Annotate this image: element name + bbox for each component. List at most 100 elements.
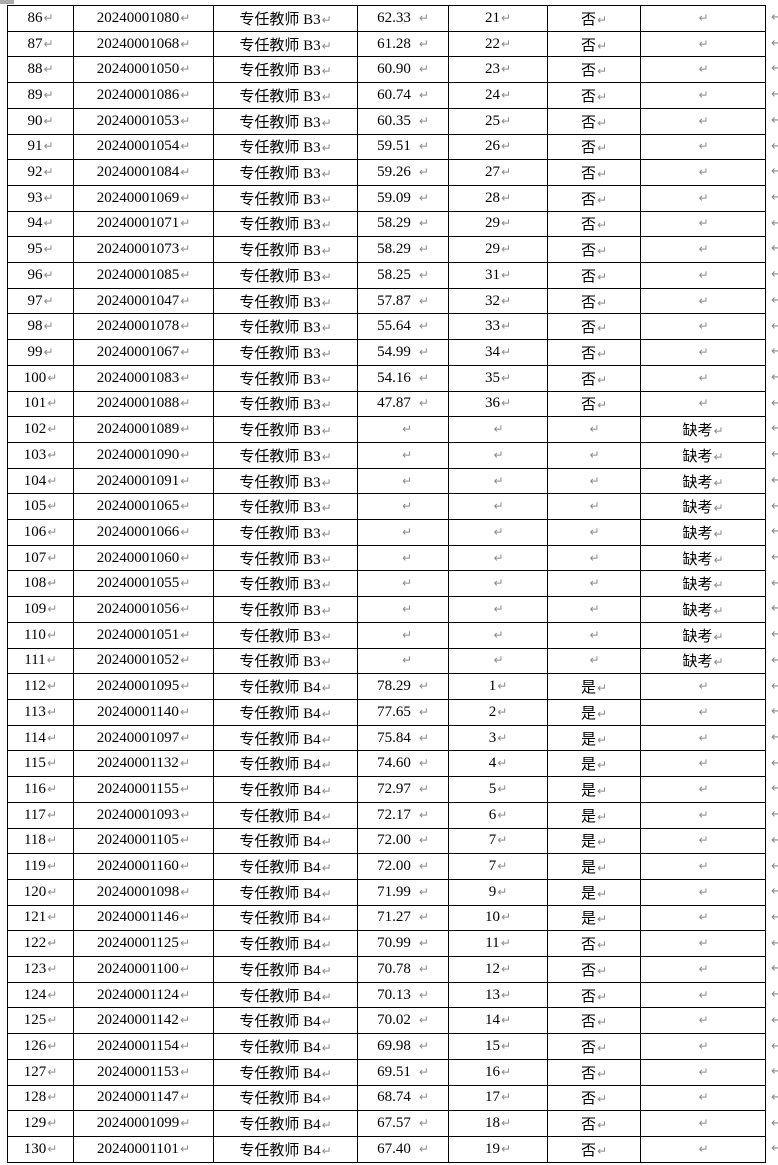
score-cell[interactable]: 75.84 ↵ bbox=[357, 724, 449, 752]
exam-id-cell[interactable]: 20240001053↵ bbox=[73, 107, 214, 135]
exam-id-cell[interactable]: 20240001124↵ bbox=[73, 981, 214, 1009]
score-cell[interactable]: ↵ bbox=[357, 441, 449, 469]
rank-cell[interactable]: 23↵ bbox=[448, 56, 548, 84]
rank-cell[interactable]: 11↵ bbox=[448, 930, 548, 958]
remark-cell[interactable]: 缺考↵ bbox=[640, 416, 766, 443]
qualified-cell[interactable]: 是↵ bbox=[547, 724, 641, 752]
position-cell[interactable]: 专任教师 B3↵ bbox=[213, 287, 358, 315]
position-cell[interactable]: 专任教师 B3↵ bbox=[213, 596, 358, 623]
exam-id-cell[interactable]: 20240001100↵ bbox=[73, 956, 214, 983]
remark-cell[interactable]: ↵ bbox=[640, 776, 766, 803]
remark-cell[interactable]: ↵ bbox=[640, 1058, 766, 1086]
serial-cell[interactable]: 105↵ bbox=[7, 493, 74, 521]
rank-cell[interactable]: 14↵ bbox=[448, 1007, 548, 1035]
position-cell[interactable]: 专任教师 B4↵ bbox=[213, 698, 358, 726]
remark-cell[interactable]: ↵ bbox=[640, 1007, 766, 1035]
serial-cell[interactable]: 114↵ bbox=[7, 724, 74, 752]
score-cell[interactable]: 78.29 ↵ bbox=[357, 673, 449, 700]
remark-cell[interactable]: ↵ bbox=[640, 390, 766, 418]
exam-id-cell[interactable]: 20240001066↵ bbox=[73, 519, 214, 546]
exam-id-cell[interactable]: 20240001160↵ bbox=[73, 853, 214, 880]
serial-cell[interactable]: 109↵ bbox=[7, 596, 74, 623]
rank-cell[interactable]: 28↵ bbox=[448, 184, 548, 212]
remark-cell[interactable]: ↵ bbox=[640, 1033, 766, 1060]
score-cell[interactable]: 69.98 ↵ bbox=[357, 1033, 449, 1060]
score-cell[interactable]: ↵ bbox=[357, 621, 449, 649]
position-cell[interactable]: 专任教师 B3↵ bbox=[213, 416, 358, 443]
position-cell[interactable]: 专任教师 B3↵ bbox=[213, 544, 358, 572]
remark-cell[interactable]: ↵ bbox=[640, 827, 766, 855]
rank-cell[interactable]: ↵ bbox=[448, 647, 548, 675]
remark-cell[interactable]: ↵ bbox=[640, 287, 766, 315]
remark-cell[interactable]: 缺考↵ bbox=[640, 467, 766, 495]
rank-cell[interactable]: 31↵ bbox=[448, 262, 548, 289]
score-cell[interactable]: 69.51 ↵ bbox=[357, 1058, 449, 1086]
qualified-cell[interactable]: ↵ bbox=[547, 647, 641, 675]
rank-cell[interactable]: 29↵ bbox=[448, 236, 548, 264]
rank-cell[interactable]: 19↵ bbox=[448, 1135, 548, 1163]
qualified-cell[interactable]: 否↵ bbox=[547, 210, 641, 238]
qualified-cell[interactable]: 否↵ bbox=[547, 184, 641, 212]
serial-cell[interactable]: 98↵ bbox=[7, 313, 74, 341]
rank-cell[interactable]: 9↵ bbox=[448, 878, 548, 906]
rank-cell[interactable]: 7↵ bbox=[448, 827, 548, 855]
position-cell[interactable]: 专任教师 B3↵ bbox=[213, 519, 358, 546]
serial-cell[interactable]: 125↵ bbox=[7, 1007, 74, 1035]
remark-cell[interactable]: ↵ bbox=[640, 930, 766, 958]
remark-cell[interactable]: ↵ bbox=[640, 56, 766, 84]
rank-cell[interactable]: 21↵ bbox=[448, 5, 548, 32]
remark-cell[interactable]: ↵ bbox=[640, 107, 766, 135]
rank-cell[interactable]: 35↵ bbox=[448, 364, 548, 392]
score-cell[interactable]: 60.74 ↵ bbox=[357, 82, 449, 109]
remark-cell[interactable]: ↵ bbox=[640, 1084, 766, 1112]
position-cell[interactable]: 专任教师 B4↵ bbox=[213, 801, 358, 829]
serial-cell[interactable]: 127↵ bbox=[7, 1058, 74, 1086]
rank-cell[interactable]: 27↵ bbox=[448, 159, 548, 186]
remark-cell[interactable]: 缺考↵ bbox=[640, 441, 766, 469]
exam-id-cell[interactable]: 20240001065↵ bbox=[73, 493, 214, 521]
exam-id-cell[interactable]: 20240001068↵ bbox=[73, 30, 214, 58]
serial-cell[interactable]: 91↵ bbox=[7, 133, 74, 161]
rank-cell[interactable]: ↵ bbox=[448, 467, 548, 495]
serial-cell[interactable]: 87↵ bbox=[7, 30, 74, 58]
rank-cell[interactable]: 18↵ bbox=[448, 1110, 548, 1137]
serial-cell[interactable]: 121↵ bbox=[7, 904, 74, 932]
exam-id-cell[interactable]: 20240001095↵ bbox=[73, 673, 214, 700]
position-cell[interactable]: 专任教师 B4↵ bbox=[213, 724, 358, 752]
qualified-cell[interactable]: 否↵ bbox=[547, 1084, 641, 1112]
position-cell[interactable]: 专任教师 B4↵ bbox=[213, 1033, 358, 1060]
exam-id-cell[interactable]: 20240001067↵ bbox=[73, 339, 214, 366]
exam-id-cell[interactable]: 20240001084↵ bbox=[73, 159, 214, 186]
score-cell[interactable]: 55.64 ↵ bbox=[357, 313, 449, 341]
serial-cell[interactable]: 120↵ bbox=[7, 878, 74, 906]
serial-cell[interactable]: 112↵ bbox=[7, 673, 74, 700]
score-cell[interactable]: ↵ bbox=[357, 596, 449, 623]
exam-id-cell[interactable]: 20240001099↵ bbox=[73, 1110, 214, 1137]
qualified-cell[interactable]: 否↵ bbox=[547, 1058, 641, 1086]
qualified-cell[interactable]: 否↵ bbox=[547, 30, 641, 58]
rank-cell[interactable]: 33↵ bbox=[448, 313, 548, 341]
qualified-cell[interactable]: 是↵ bbox=[547, 750, 641, 778]
remark-cell[interactable]: ↵ bbox=[640, 210, 766, 238]
rank-cell[interactable]: ↵ bbox=[448, 493, 548, 521]
qualified-cell[interactable]: 否↵ bbox=[547, 159, 641, 186]
rank-cell[interactable]: ↵ bbox=[448, 621, 548, 649]
score-cell[interactable]: 71.27 ↵ bbox=[357, 904, 449, 932]
exam-id-cell[interactable]: 20240001085↵ bbox=[73, 262, 214, 289]
position-cell[interactable]: 专任教师 B3↵ bbox=[213, 159, 358, 186]
rank-cell[interactable]: 34↵ bbox=[448, 339, 548, 366]
score-cell[interactable]: 71.99 ↵ bbox=[357, 878, 449, 906]
remark-cell[interactable]: ↵ bbox=[640, 184, 766, 212]
remark-cell[interactable]: ↵ bbox=[640, 133, 766, 161]
serial-cell[interactable]: 107↵ bbox=[7, 544, 74, 572]
exam-id-cell[interactable]: 20240001071↵ bbox=[73, 210, 214, 238]
qualified-cell[interactable]: 是↵ bbox=[547, 801, 641, 829]
remark-cell[interactable]: ↵ bbox=[640, 236, 766, 264]
serial-cell[interactable]: 97↵ bbox=[7, 287, 74, 315]
position-cell[interactable]: 专任教师 B3↵ bbox=[213, 236, 358, 264]
score-cell[interactable]: ↵ bbox=[357, 544, 449, 572]
exam-id-cell[interactable]: 20240001147↵ bbox=[73, 1084, 214, 1112]
rank-cell[interactable]: 16↵ bbox=[448, 1058, 548, 1086]
exam-id-cell[interactable]: 20240001073↵ bbox=[73, 236, 214, 264]
rank-cell[interactable]: ↵ bbox=[448, 441, 548, 469]
